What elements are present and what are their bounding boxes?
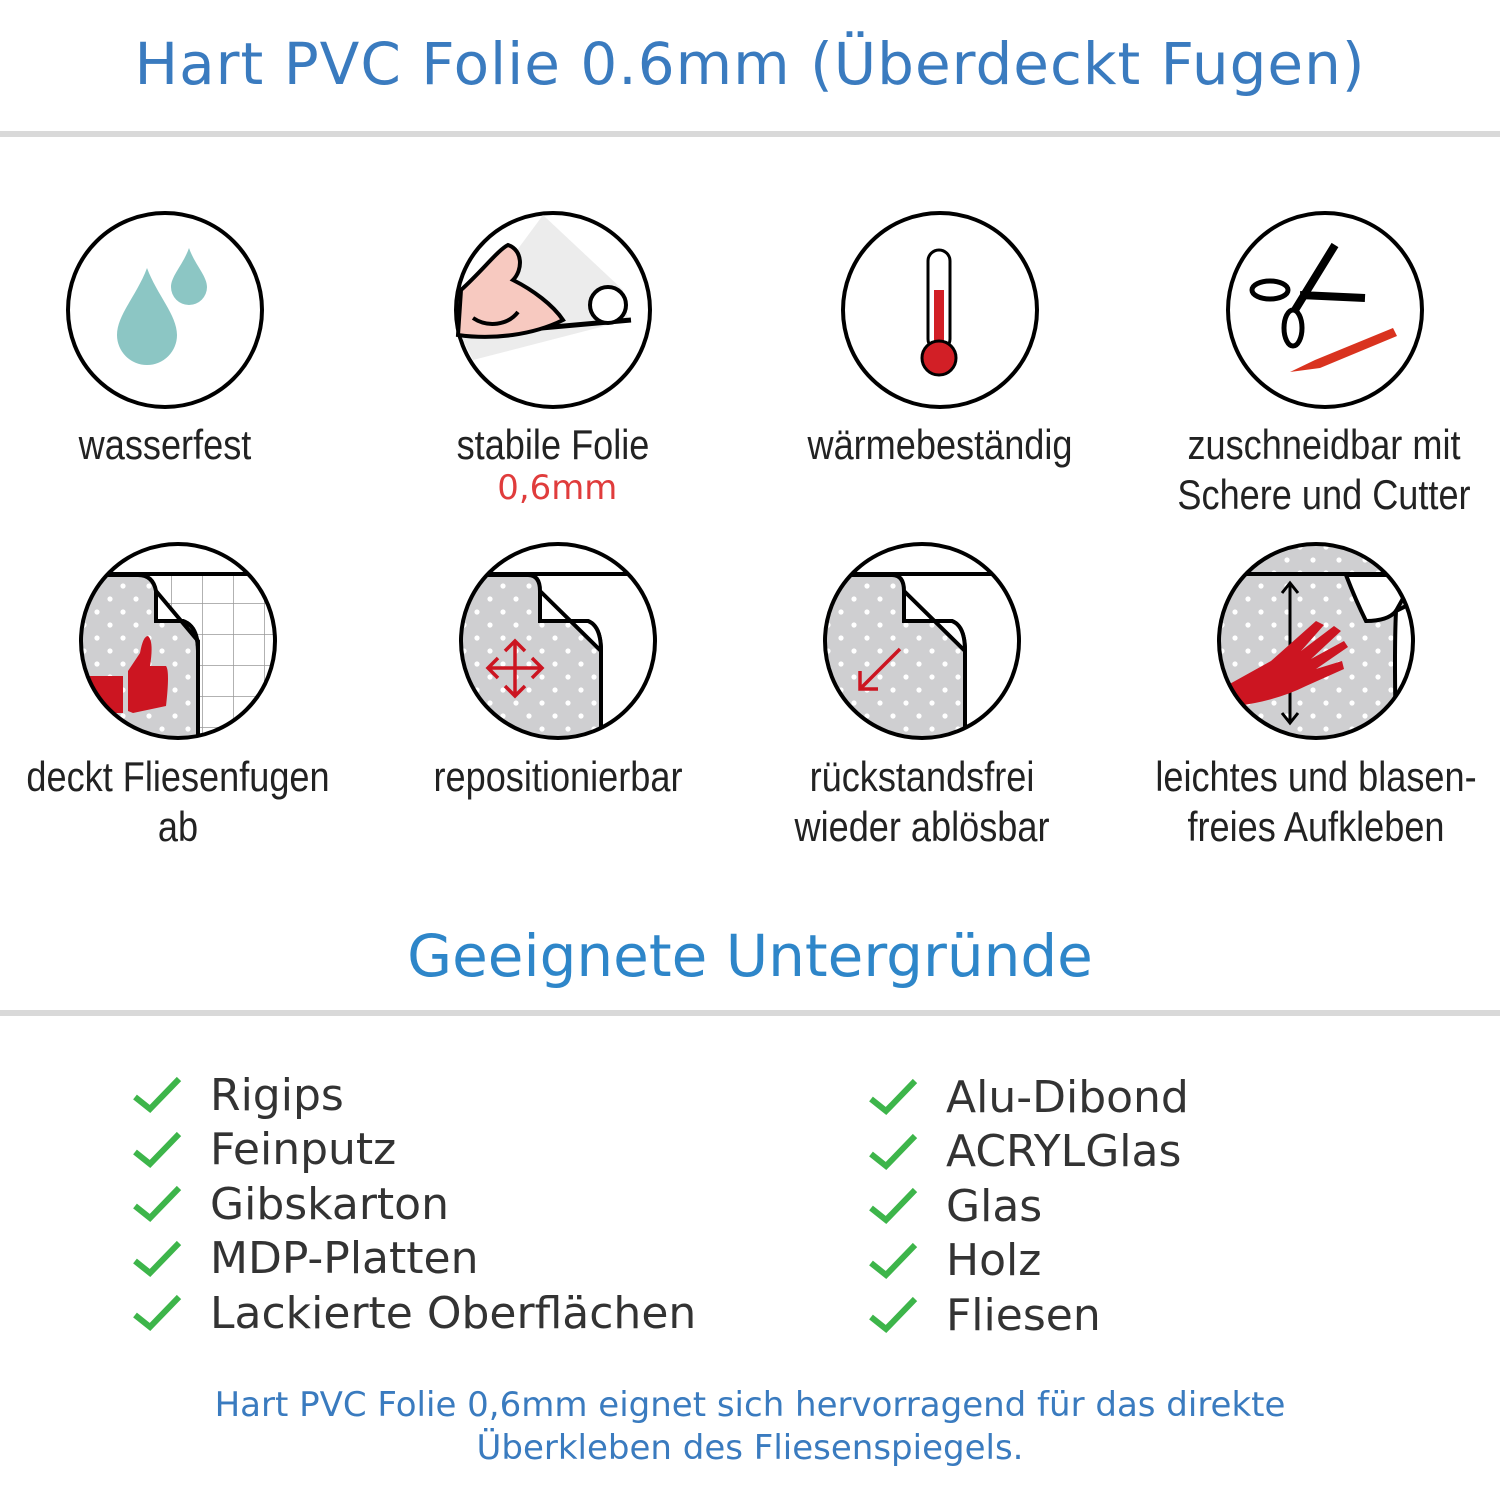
peel-arrow-icon	[823, 542, 1021, 740]
surface-list-right: Alu-Dibond ACRYLGlas Glas Holz Fliesen	[868, 1070, 1189, 1343]
list-item: Feinputz	[132, 1123, 696, 1178]
check-icon	[869, 1133, 918, 1170]
surface-list-left: Rigips Feinputz Gibskarton MDP-Platten L…	[132, 1068, 696, 1341]
check-icon	[869, 1188, 918, 1225]
list-item: Alu-Dibond	[868, 1070, 1189, 1125]
check-icon	[869, 1242, 918, 1279]
list-item: Holz	[868, 1234, 1189, 1289]
feature-label: wärmebeständig	[807, 421, 1073, 468]
feature-label: zuschneidbar mit Schere und Cutter	[1177, 421, 1471, 518]
feature-label: rückstandsfrei wieder ablösbar	[794, 753, 1050, 850]
list-item: ACRYLGlas	[868, 1125, 1189, 1180]
check-icon	[133, 1295, 182, 1332]
check-icon	[869, 1079, 918, 1116]
page-title: Hart PVC Folie 0.6mm (Überdeckt Fugen)	[134, 30, 1366, 98]
check-icon	[869, 1297, 918, 1334]
thermometer-icon	[841, 211, 1039, 409]
check-icon	[133, 1240, 182, 1277]
feature-label: stabile Folie 0,6mm	[390, 420, 717, 506]
footer-note: Hart PVC Folie 0,6mm eignet sich hervorr…	[0, 1384, 1500, 1470]
list-item: Lackierte Oberflächen	[132, 1286, 696, 1341]
hand-smooth-icon	[1217, 542, 1415, 740]
list-item: Glas	[868, 1179, 1189, 1234]
list-item: Fliesen	[868, 1288, 1189, 1343]
feature-label: deckt Fliesenfugen ab	[26, 753, 330, 850]
list-item: MDP-Platten	[132, 1232, 696, 1287]
water-drops-icon	[66, 211, 264, 409]
feature-label: leichtes und blasen-freies Aufkleben	[1155, 753, 1477, 850]
feature-sublabel: 0,6mm	[497, 468, 618, 508]
thumbs-up-tile-icon	[79, 542, 277, 740]
divider	[0, 131, 1500, 137]
scissors-cutter-icon	[1226, 211, 1424, 409]
section-heading: Geeignete Untergründe	[407, 922, 1093, 990]
feature-label: repositionierbar	[433, 753, 683, 800]
divider	[0, 1010, 1500, 1016]
check-icon	[133, 1131, 182, 1168]
footer-line: Überkleben des Fliesenspiegels.	[476, 1428, 1024, 1468]
strong-arm-icon	[454, 211, 652, 409]
list-item: Gibskarton	[132, 1177, 696, 1232]
check-icon	[133, 1186, 182, 1223]
feature-label: wasserfest	[78, 421, 252, 468]
move-arrows-icon	[459, 542, 657, 740]
list-item: Rigips	[132, 1068, 696, 1123]
footer-line: Hart PVC Folie 0,6mm eignet sich hervorr…	[214, 1385, 1286, 1425]
check-icon	[133, 1077, 182, 1114]
